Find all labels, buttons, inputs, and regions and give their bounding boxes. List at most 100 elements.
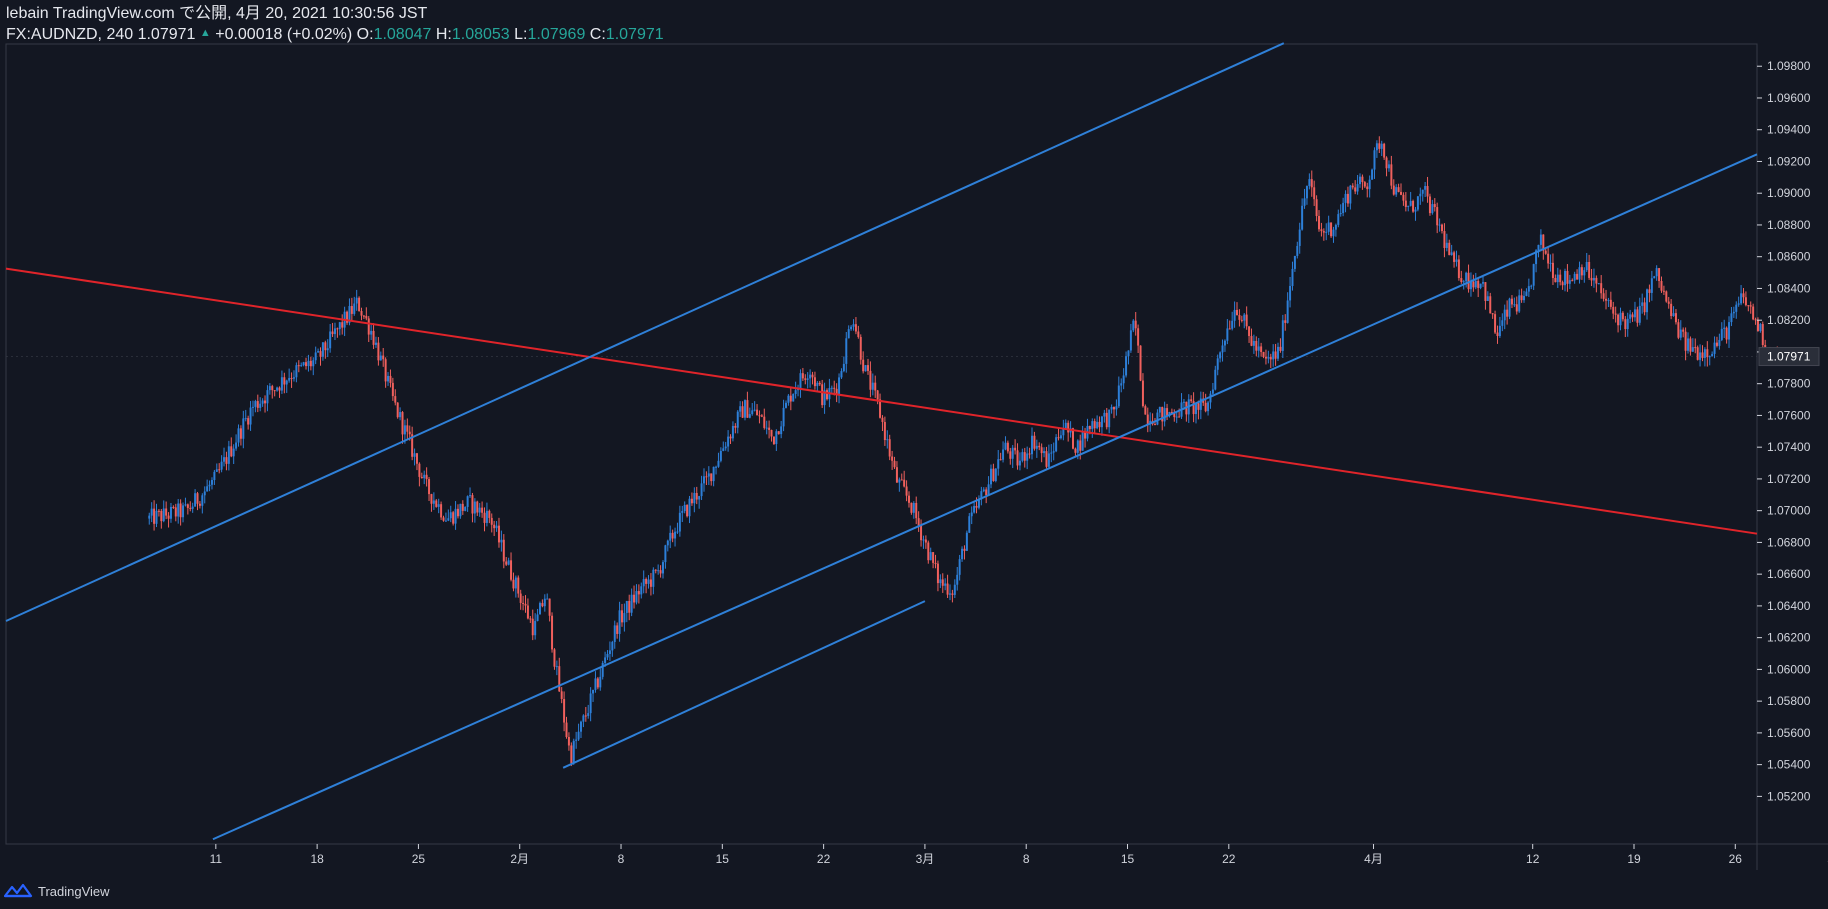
- candle-body: [1033, 435, 1036, 449]
- candle-body: [189, 507, 192, 509]
- x-tick-label: 26: [1729, 852, 1743, 866]
- candle-body: [153, 508, 156, 524]
- candle-body: [531, 618, 534, 636]
- candle-body: [536, 614, 539, 621]
- candle-body: [816, 382, 819, 387]
- time-axis: 1118252月815223月815224月1219265月: [210, 844, 1828, 866]
- candle-body: [905, 486, 908, 496]
- candle-body: [997, 459, 1000, 469]
- footer-brand[interactable]: TradingView: [38, 883, 110, 899]
- candle-body: [688, 498, 691, 517]
- candle-body: [497, 525, 500, 543]
- candle-body: [850, 326, 853, 330]
- candle-body: [1515, 304, 1518, 312]
- candle-body: [1503, 309, 1506, 321]
- candle-body: [1416, 196, 1419, 210]
- candle-body: [611, 641, 614, 651]
- candle-body: [1120, 383, 1123, 386]
- candle-body: [1096, 421, 1099, 429]
- candle-body: [1609, 299, 1612, 307]
- candle-body: [1293, 255, 1296, 269]
- candle-body: [201, 495, 204, 506]
- candle-body: [1303, 198, 1306, 206]
- candle-body: [251, 406, 254, 408]
- candle-body: [1648, 289, 1651, 293]
- candle-body: [1740, 293, 1743, 304]
- candle-body: [449, 512, 452, 519]
- candle-body: [727, 436, 730, 447]
- candle-body: [1018, 460, 1021, 466]
- candle-body: [1223, 340, 1226, 346]
- candle-body: [1467, 272, 1470, 290]
- candle-body: [1233, 309, 1236, 321]
- candle-body: [854, 324, 857, 332]
- candle-body: [702, 476, 705, 484]
- candle-body: [821, 384, 824, 406]
- candle-body: [1600, 283, 1603, 294]
- candle-body: [804, 378, 807, 380]
- candle-body: [519, 593, 522, 603]
- candle-body: [1182, 401, 1185, 403]
- candle-body: [833, 387, 836, 389]
- descending-red-trendline[interactable]: [5, 267, 1758, 535]
- candle-body: [719, 450, 722, 461]
- candle-body: [915, 502, 918, 519]
- chart-header: lebain TradingView.com で公開, 4月 20, 2021 …: [6, 5, 664, 43]
- x-tick-label: 19: [1627, 852, 1641, 866]
- candle-body: [763, 416, 766, 428]
- channel-upper-line[interactable]: [5, 42, 1285, 622]
- candle-body: [220, 461, 223, 470]
- candle-body: [1281, 320, 1284, 351]
- candle-body: [213, 471, 216, 481]
- candle-body: [1474, 280, 1477, 288]
- candle-body: [618, 610, 621, 634]
- last-price-label: 1.07971: [1767, 350, 1811, 364]
- candle-body: [394, 396, 397, 403]
- candle-body: [1243, 314, 1246, 321]
- candle-body: [1368, 179, 1371, 190]
- candle-body: [939, 579, 942, 584]
- channel-middle-line[interactable]: [562, 600, 926, 769]
- candle-body: [1428, 196, 1431, 214]
- high-label: H:: [435, 26, 452, 43]
- candle-body: [314, 352, 317, 361]
- price-chart[interactable]: 1.09800 1.09600 1.09400 1.09200 1.09000 1.088…: [0, 0, 1828, 875]
- candle-body: [575, 739, 578, 741]
- candle-body: [194, 493, 197, 507]
- candle-body: [157, 510, 160, 512]
- last-price-marker: 1.07971: [1758, 347, 1820, 367]
- candle-body: [1305, 186, 1308, 199]
- candle-body: [225, 457, 228, 464]
- candle-body: [1047, 453, 1050, 467]
- candle-body: [1260, 346, 1263, 352]
- candle-body: [288, 377, 291, 381]
- candle-body: [1339, 213, 1342, 215]
- candle-body: [1327, 222, 1330, 232]
- candle-body: [799, 373, 802, 389]
- candle-body: [1236, 309, 1239, 316]
- candle-body: [230, 446, 233, 457]
- candle-body: [331, 331, 334, 335]
- candle-body: [572, 740, 575, 764]
- candle-body: [1011, 447, 1014, 459]
- candle-body: [1108, 409, 1111, 428]
- candle-body: [1621, 312, 1624, 320]
- candle-body: [223, 457, 226, 462]
- candle-body: [927, 542, 930, 561]
- candle-body: [319, 351, 322, 357]
- candle-body: [1141, 380, 1144, 407]
- candle-body: [444, 520, 447, 522]
- candle-body: [1267, 357, 1270, 359]
- candle-body: [529, 618, 532, 620]
- candle-body: [1337, 214, 1340, 225]
- x-tick-label: 2月: [510, 852, 529, 866]
- candle-body: [883, 422, 886, 441]
- channel-lower-line[interactable]: [212, 153, 1758, 841]
- candle-body: [1356, 184, 1359, 192]
- symbol-line[interactable]: FX:AUDNZD, 240 1.07971: [6, 26, 196, 43]
- candle-body: [1380, 143, 1383, 149]
- candle-body: [613, 625, 616, 642]
- candle-body: [464, 506, 467, 511]
- candle-body: [1665, 291, 1668, 302]
- candle-body: [514, 577, 517, 589]
